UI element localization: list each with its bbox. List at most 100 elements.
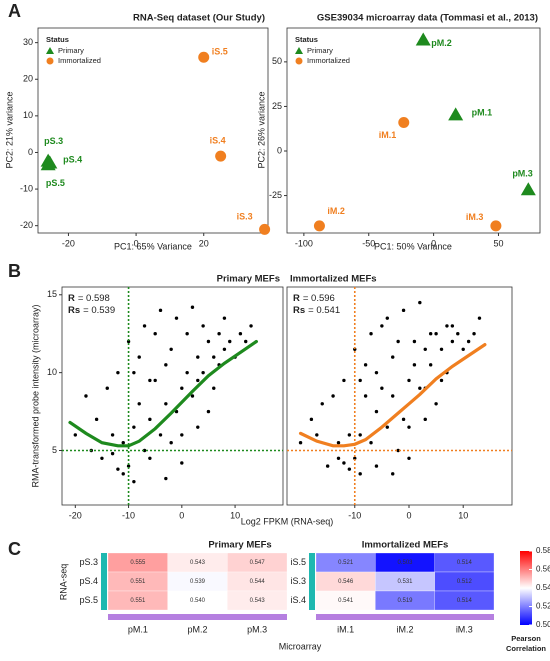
point [385, 425, 390, 429]
row-label: iS.4 [290, 595, 306, 605]
legend-label: Primary [58, 46, 84, 55]
legend-title: Status [46, 35, 69, 44]
plot-frame [37, 27, 269, 234]
point [132, 479, 136, 484]
y-tick-label: -25 [269, 190, 282, 200]
x-tick-label: -10 [348, 510, 361, 520]
plot-frame [286, 27, 541, 234]
point [185, 332, 189, 336]
point-label: pM.1 [472, 108, 493, 118]
point-label: pS.5 [46, 178, 65, 188]
point [353, 456, 357, 460]
point [363, 363, 368, 367]
plot-frame [286, 286, 513, 506]
point [153, 332, 157, 336]
cell-label: 0.541 [338, 598, 354, 604]
point [215, 150, 227, 162]
column-label: iM.1 [337, 624, 354, 634]
x-tick-label: 50 [493, 238, 503, 248]
point [142, 324, 147, 328]
cell-label: 0.503 [397, 560, 413, 566]
cell-label: 0.555 [130, 560, 146, 566]
row-bar [309, 553, 315, 610]
legend-marker [46, 57, 54, 65]
colorbar-tick-label: 0.50 [536, 620, 550, 629]
y-tick-label: 50 [272, 56, 282, 66]
annotation: Rs = 0.539 [68, 305, 115, 316]
point [174, 316, 179, 320]
y-tick-label: 10 [47, 367, 57, 377]
x-tick-label: 20 [199, 238, 209, 248]
point [385, 316, 390, 320]
point [201, 324, 205, 328]
point [347, 467, 352, 471]
y-tick-label: 10 [23, 110, 33, 120]
cell-label: 0.539 [190, 579, 206, 585]
point [398, 116, 410, 128]
x-tick-label: 0 [134, 238, 139, 248]
row-label: iS.3 [290, 576, 306, 586]
point [212, 355, 216, 359]
annotation-value: = 0.596 [303, 293, 335, 304]
point [490, 220, 502, 232]
annotation-key: R [293, 293, 300, 304]
chart-title: Immortalized MEFs [290, 274, 377, 285]
point [164, 402, 168, 406]
point [472, 332, 476, 336]
point [336, 441, 341, 445]
y-tick-label: 20 [23, 74, 33, 84]
point [342, 378, 346, 383]
point [121, 472, 125, 476]
point [412, 339, 417, 344]
point [363, 394, 368, 398]
point [391, 394, 395, 398]
x-axis-label: PC1: 50% Variance [374, 241, 452, 251]
row-label: pS.4 [79, 576, 98, 586]
cell-label: 0.531 [397, 579, 413, 585]
point [180, 461, 184, 465]
plot-frame [61, 286, 284, 506]
point [105, 386, 109, 390]
cell-label: 0.551 [130, 598, 146, 604]
point [110, 451, 115, 456]
x-tick-label: -100 [295, 238, 313, 248]
x-tick-label: -20 [62, 238, 75, 248]
legend-label: Immortalized [307, 56, 350, 65]
cell-label: 0.540 [190, 598, 206, 604]
cell-label: 0.514 [457, 598, 473, 604]
point [369, 441, 373, 445]
point [439, 378, 444, 383]
fit-curve [298, 343, 487, 448]
annotation: R = 0.598 [68, 293, 110, 304]
point [391, 355, 395, 359]
point [374, 370, 379, 375]
heatmap-cell [434, 590, 495, 611]
point [185, 370, 189, 375]
cell-label: 0.546 [338, 579, 354, 585]
point [380, 324, 384, 328]
point-label: iM.3 [466, 212, 484, 222]
row-label: iS.5 [290, 557, 306, 567]
point [198, 51, 210, 63]
point [158, 433, 163, 437]
panel-label: C [8, 539, 21, 559]
point [342, 461, 346, 465]
column-bar [316, 614, 494, 620]
colorbar-title: Pearson [511, 634, 541, 643]
point [196, 355, 200, 359]
annotation: R = 0.596 [293, 293, 335, 304]
point [374, 464, 379, 468]
x-tick-label: 0 [431, 238, 436, 248]
point [448, 107, 464, 121]
x-axis-label: PC1: 65% Variance [114, 241, 192, 251]
point [439, 347, 444, 351]
cell-label: 0.512 [457, 579, 473, 585]
point [374, 409, 379, 414]
annotation-value: = 0.541 [308, 305, 340, 316]
legend-marker [46, 47, 54, 54]
point [180, 386, 184, 390]
point [42, 155, 58, 169]
point [456, 332, 460, 336]
point [418, 386, 422, 390]
